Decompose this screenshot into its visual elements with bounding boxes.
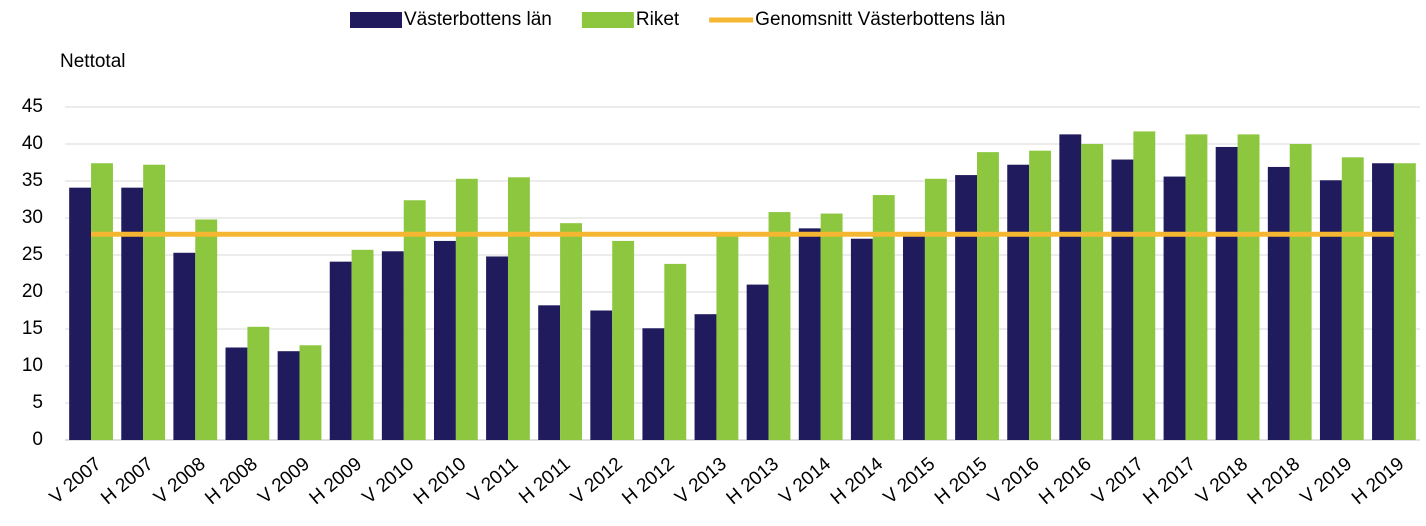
- legend-swatch: [581, 12, 634, 28]
- bar: [1372, 163, 1394, 441]
- x-tick-label: H 2010: [410, 454, 470, 509]
- y-tick-label: 40: [22, 133, 43, 154]
- bar: [277, 351, 300, 440]
- bar: [486, 256, 508, 440]
- bar: [455, 178, 478, 440]
- y-tick-label: 10: [22, 355, 43, 376]
- bar: [121, 187, 144, 440]
- bar: [1007, 164, 1030, 440]
- bar: [1341, 157, 1364, 440]
- bar: [351, 249, 374, 440]
- bar: [247, 326, 270, 440]
- bar: [1319, 180, 1342, 440]
- x-tick-label: H 2015: [931, 454, 991, 509]
- x-tick-label: H 2016: [1035, 454, 1095, 509]
- bar: [642, 328, 665, 440]
- x-tick-label: H 2011: [515, 454, 574, 509]
- bar: [612, 240, 635, 440]
- x-tick-label: V 2018: [1192, 454, 1252, 509]
- x-tick-label: H 2008: [201, 454, 261, 509]
- bar: [1237, 134, 1260, 440]
- bar: [381, 251, 404, 440]
- bar: [195, 219, 218, 440]
- bar: [798, 228, 821, 440]
- bar: [903, 232, 925, 440]
- x-tick-label: V 2015: [880, 454, 940, 509]
- bar: [173, 252, 196, 440]
- bar: [143, 164, 166, 440]
- bar: [560, 223, 582, 440]
- x-tick-label: H 2013: [723, 454, 783, 509]
- legend-label: Västerbottens län: [404, 9, 552, 30]
- x-tick-label: H 2017: [1139, 454, 1199, 509]
- bar: [977, 152, 999, 440]
- bar: [820, 213, 843, 440]
- x-tick-label: H 2014: [827, 453, 888, 509]
- bar: [955, 175, 978, 440]
- y-tick-label: 25: [22, 244, 43, 265]
- bar: [716, 234, 739, 440]
- bar: [69, 187, 92, 440]
- y-tick-label: 20: [22, 281, 43, 302]
- x-tick-label: V 2014: [775, 453, 835, 508]
- x-tick-label: H 2018: [1244, 454, 1304, 509]
- bar: [590, 310, 613, 440]
- bar: [433, 240, 456, 440]
- x-tick-label: V 2011: [464, 454, 523, 508]
- x-tick-label: V 2008: [150, 454, 210, 509]
- x-tick-label: V 2017: [1088, 454, 1148, 509]
- x-tick-label: V 2019: [1297, 454, 1357, 509]
- bar: [1393, 163, 1416, 441]
- y-tick-label: 15: [22, 318, 43, 339]
- legend-swatch: [350, 12, 402, 28]
- bar: [1185, 134, 1208, 440]
- x-tick-label: V 2013: [671, 454, 731, 509]
- bar: [664, 263, 687, 440]
- x-tick-label: H 2009: [306, 454, 366, 509]
- bar: [1111, 159, 1134, 441]
- y-tick-label: 35: [22, 170, 43, 191]
- bar: [507, 177, 530, 441]
- bar: [1267, 166, 1290, 440]
- bar: [1289, 144, 1312, 440]
- y-tick-label: 5: [32, 392, 43, 413]
- x-tick-label: V 2009: [254, 454, 314, 509]
- y-tick-label: 0: [32, 429, 43, 450]
- bar: [1029, 150, 1052, 440]
- legend-label: Riket: [636, 9, 680, 30]
- bar: [1059, 134, 1082, 440]
- x-tick-label: V 2010: [359, 454, 419, 509]
- x-tick-label: V 2007: [46, 454, 106, 509]
- x-tick-label: V 2012: [567, 454, 627, 509]
- bar: [299, 345, 322, 440]
- bar: [768, 212, 791, 440]
- bar: [91, 163, 113, 441]
- bar: [694, 314, 717, 440]
- bar: [538, 305, 561, 440]
- legend-label: Genomsnitt Västerbottens län: [755, 9, 1005, 30]
- x-tick-label: H 2007: [97, 454, 157, 509]
- bar: [1163, 176, 1186, 440]
- bar: [746, 284, 769, 440]
- bar: [403, 200, 426, 440]
- bar: [225, 347, 248, 440]
- bar: [1081, 144, 1104, 440]
- bar: [1133, 131, 1156, 441]
- bar: [924, 178, 947, 440]
- x-tick-label: V 2016: [984, 454, 1044, 509]
- y-axis-label: Nettotal: [60, 51, 125, 72]
- bar: [850, 238, 873, 440]
- bar: [329, 261, 352, 440]
- y-tick-label: 30: [22, 207, 43, 228]
- x-tick-label: H 2019: [1348, 454, 1408, 509]
- bar: [872, 195, 895, 440]
- y-tick-label: 45: [22, 96, 43, 117]
- x-tick-label: H 2012: [618, 454, 678, 509]
- bar: [1215, 146, 1238, 440]
